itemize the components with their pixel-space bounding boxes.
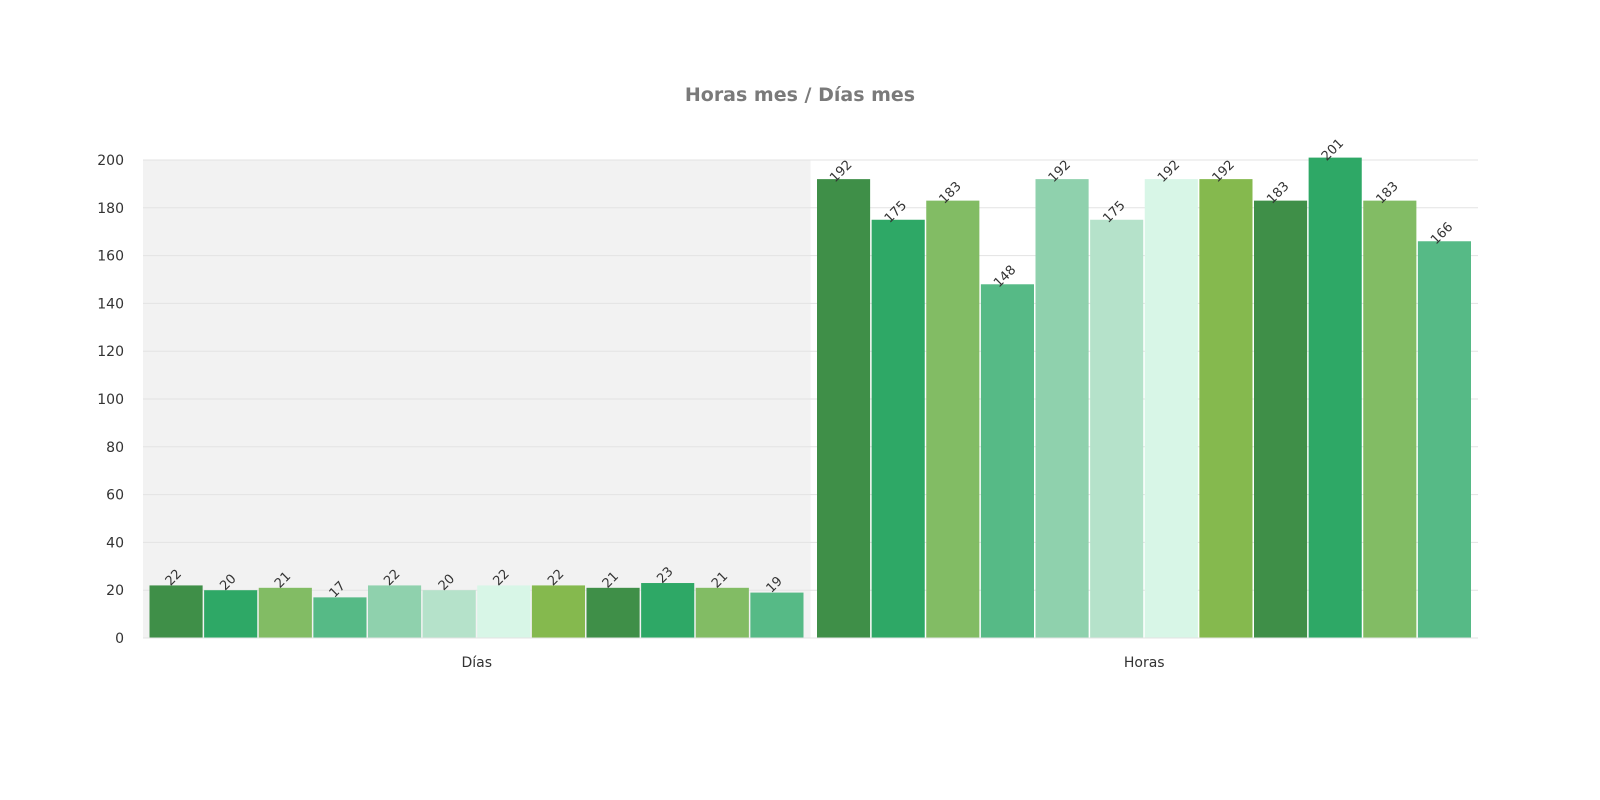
bar [641, 583, 695, 638]
bar [1090, 219, 1144, 638]
bar [817, 179, 871, 638]
bar [258, 587, 312, 638]
bar [1035, 179, 1089, 638]
y-tick-label: 0 [115, 631, 124, 647]
bar [586, 587, 640, 638]
bar [204, 590, 258, 638]
x-category-label: Días [461, 655, 492, 671]
y-tick-label: 100 [97, 392, 124, 408]
y-tick-label: 80 [106, 440, 124, 456]
bar [926, 200, 980, 638]
bar [149, 585, 203, 638]
y-tick-label: 40 [106, 535, 124, 551]
bar [477, 585, 531, 638]
bar [871, 219, 925, 638]
y-tick-label: 20 [106, 583, 124, 599]
chart-title: Horas mes / Días mes [684, 84, 916, 106]
bar [1417, 241, 1471, 638]
bar [1254, 200, 1308, 638]
bar [1144, 179, 1198, 638]
bar [1363, 200, 1417, 638]
bar [695, 587, 749, 638]
bar [1308, 157, 1362, 639]
y-tick-label: 160 [97, 249, 124, 265]
x-category-label: Horas [1124, 655, 1165, 671]
y-tick-label: 200 [97, 153, 124, 169]
y-tick-label: 180 [97, 201, 124, 217]
bar [313, 597, 367, 638]
y-tick-label: 120 [97, 344, 124, 360]
y-tick-label: 60 [106, 488, 124, 504]
bar [750, 592, 804, 638]
bar [531, 585, 585, 638]
bar [980, 284, 1034, 638]
bar [368, 585, 422, 638]
bar [1199, 179, 1253, 638]
y-tick-label: 140 [97, 296, 124, 312]
bar [422, 590, 476, 638]
